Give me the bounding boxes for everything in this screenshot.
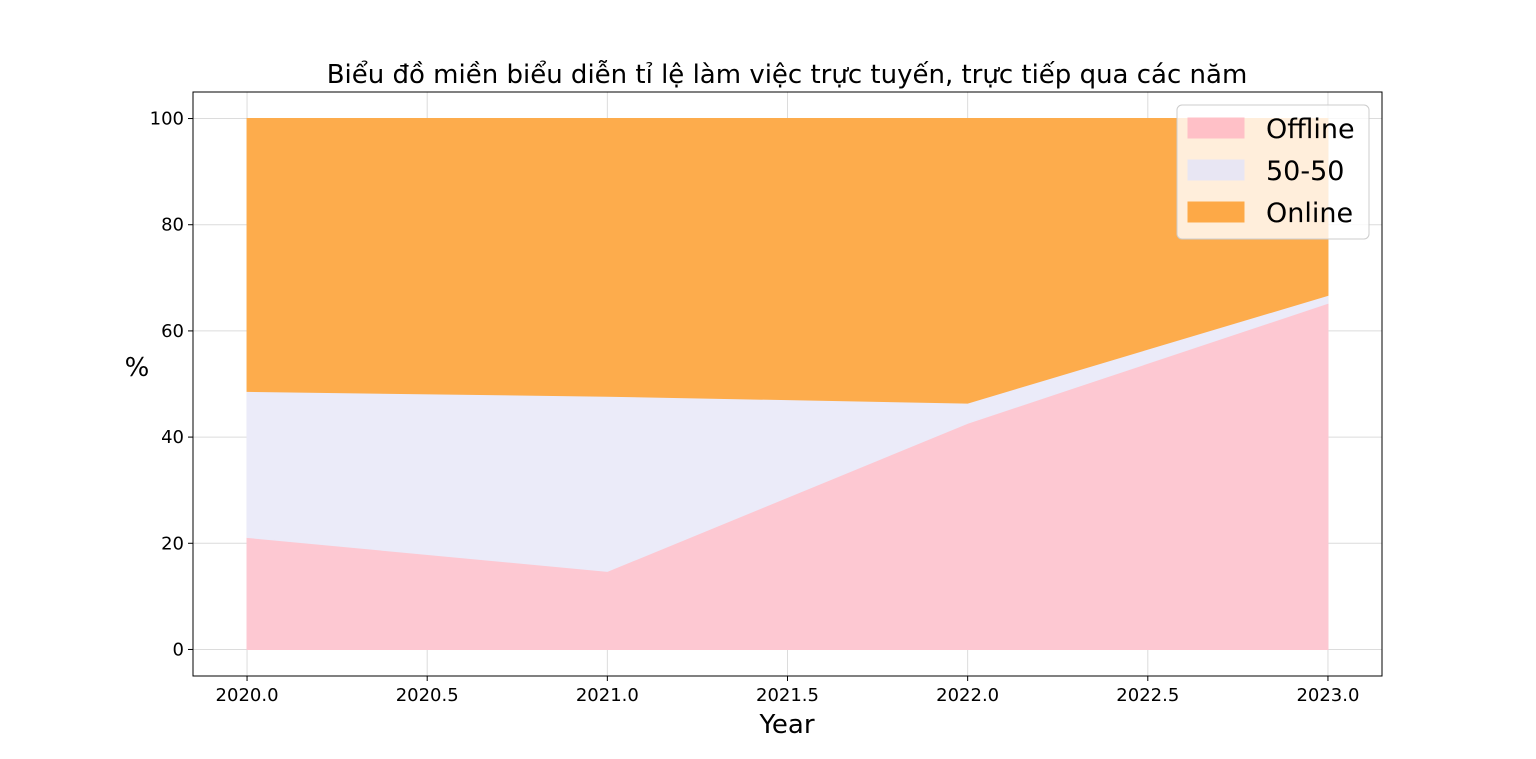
x-tick-label: 2021.0 — [576, 685, 639, 706]
y-tick-label: 60 — [161, 321, 184, 342]
area-online — [246, 118, 1329, 404]
chart-title: Biểu đồ miền biểu diễn tỉ lệ làm việc tr… — [327, 59, 1248, 90]
y-axis-title: % — [125, 353, 150, 383]
x-axis-title: Year — [758, 710, 814, 740]
x-tick-label: 2020.5 — [396, 685, 459, 706]
y-axis-ticks: 0 20 40 60 80 100 — [150, 109, 193, 660]
y-tick-label: 0 — [173, 639, 184, 660]
x-axis-ticks: 2020.0 2020.5 2021.0 2021.5 2022.0 2022.5 2023… — [216, 676, 1359, 706]
legend-swatch-online — [1187, 201, 1245, 223]
x-tick-label: 2022.5 — [1116, 685, 1179, 706]
y-tick-label: 80 — [161, 215, 184, 236]
legend: Offline 50-50 Online — [1176, 104, 1370, 240]
x-tick-label: 2022.0 — [936, 685, 999, 706]
legend-label-50-50: 50-50 — [1266, 156, 1344, 187]
x-tick-label: 2021.5 — [756, 685, 819, 706]
x-tick-label: 2020.0 — [216, 685, 279, 706]
legend-swatch-50-50 — [1187, 159, 1245, 181]
legend-label-online: Online — [1266, 198, 1353, 229]
y-tick-label: 40 — [161, 427, 184, 448]
x-tick-label: 2023.0 — [1296, 685, 1359, 706]
legend-swatch-offline — [1187, 117, 1245, 139]
y-tick-label: 100 — [150, 109, 184, 130]
legend-label-offline: Offline — [1266, 114, 1355, 145]
area-series — [246, 118, 1329, 650]
y-tick-label: 20 — [161, 533, 184, 554]
